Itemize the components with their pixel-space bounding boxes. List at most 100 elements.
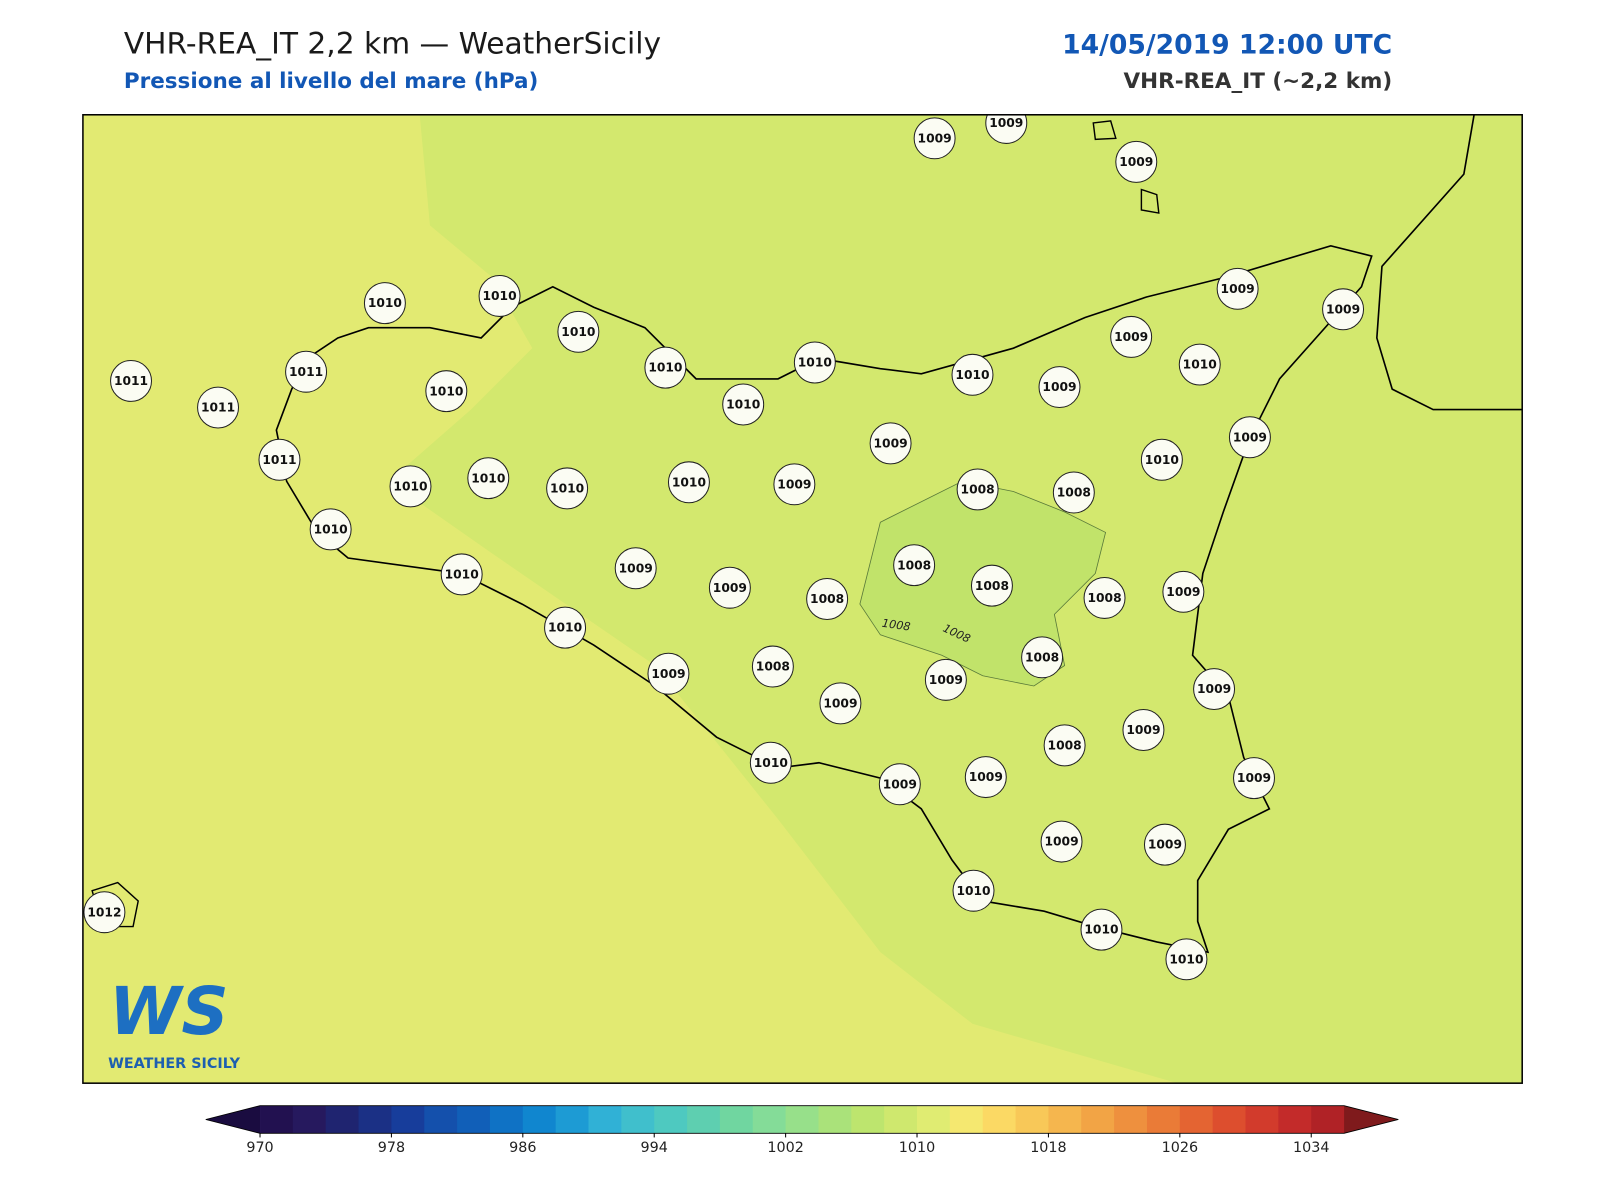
station-value: 1010 xyxy=(955,368,989,382)
station-circle xyxy=(258,438,301,481)
station-circle xyxy=(1043,724,1086,767)
station-value: 1008 xyxy=(810,592,844,606)
colorbar-segment xyxy=(1081,1105,1115,1134)
station: 1009 xyxy=(1216,267,1259,310)
station-value: 1008 xyxy=(897,558,931,572)
station-value: 1010 xyxy=(482,289,516,303)
station-circle xyxy=(951,353,994,396)
station: 1011 xyxy=(285,350,328,393)
colorbar-segment xyxy=(917,1105,951,1134)
colorbar-segment xyxy=(818,1105,852,1134)
station-value: 1010 xyxy=(1084,923,1118,937)
station-circle xyxy=(1178,343,1221,386)
station-circle xyxy=(1110,315,1153,358)
station-value: 1009 xyxy=(883,777,917,791)
station: 1008 xyxy=(806,577,849,620)
station: 1010 xyxy=(1178,343,1221,386)
station-circle xyxy=(546,467,589,510)
station-circle xyxy=(1021,636,1064,679)
station-value: 1011 xyxy=(262,453,296,467)
colorbar-segment xyxy=(1146,1105,1181,1134)
station-value: 1011 xyxy=(201,401,235,415)
station: 1010 xyxy=(951,353,994,396)
field-1010 xyxy=(82,114,1178,1084)
station-value: 1009 xyxy=(1166,585,1200,599)
station: 1009 xyxy=(1162,570,1205,613)
station-value: 1009 xyxy=(1233,430,1267,444)
station-value: 1009 xyxy=(989,116,1023,130)
station-circle xyxy=(1193,668,1236,711)
colorbar-segment xyxy=(1278,1105,1312,1134)
station: 1010 xyxy=(544,606,587,649)
station-circle xyxy=(544,606,587,649)
station: 1010 xyxy=(440,553,483,596)
colorbar-segment xyxy=(325,1105,360,1134)
station-circle xyxy=(363,282,406,325)
station-value: 1009 xyxy=(1042,380,1076,394)
station-circle xyxy=(614,547,657,590)
colorbar-tick-label: 1018 xyxy=(1030,1140,1066,1156)
model-label: VHR-REA_IT (~2,2 km) xyxy=(1124,69,1393,94)
station-value: 1009 xyxy=(929,673,963,687)
colorbar-segment xyxy=(588,1105,622,1134)
station-value: 1010 xyxy=(561,325,595,339)
station-value: 1009 xyxy=(1044,835,1078,849)
station: 1009 xyxy=(924,658,967,701)
station: 1010 xyxy=(425,370,468,413)
colorbar-segment xyxy=(522,1105,557,1134)
station-circle xyxy=(285,350,328,393)
station-circle xyxy=(1115,140,1158,183)
station: 1012 xyxy=(83,891,126,934)
station-value: 1010 xyxy=(1183,358,1217,372)
station-value: 1009 xyxy=(874,436,908,450)
station-circle xyxy=(197,386,240,429)
colorbar-segment xyxy=(1311,1105,1345,1134)
station-circle xyxy=(708,566,751,609)
station: 1011 xyxy=(110,359,153,402)
colorbar-tick-label: 1002 xyxy=(767,1140,803,1156)
colorbar-segment xyxy=(884,1105,918,1134)
station-circle xyxy=(667,461,710,504)
colorbar-extend-low xyxy=(205,1105,261,1134)
station-value: 1011 xyxy=(114,374,148,388)
station: 1009 xyxy=(819,682,862,725)
colorbar-segment xyxy=(489,1105,524,1134)
station-circle xyxy=(1052,471,1095,514)
title: VHR-REA_IT 2,2 km — WeatherSicily xyxy=(124,25,661,60)
station-value: 1010 xyxy=(1145,453,1179,467)
station: 1009 xyxy=(1110,315,1153,358)
station-circle xyxy=(1228,416,1271,459)
colorbar-segment xyxy=(555,1105,590,1134)
colorbar-segment xyxy=(949,1105,984,1134)
colorbar-segment xyxy=(785,1105,819,1134)
colorbar-tick-label: 970 xyxy=(246,1140,273,1156)
station-value: 1010 xyxy=(548,621,582,635)
colorbar-outline xyxy=(205,1105,1399,1134)
colorbar-tick-label: 986 xyxy=(509,1140,536,1156)
station: 1010 xyxy=(546,467,589,510)
station-value: 1010 xyxy=(393,479,427,493)
colorbar-segment xyxy=(982,1105,1017,1134)
colorbar-segment xyxy=(424,1105,458,1134)
station: 1010 xyxy=(1165,938,1208,981)
colorbar-segment xyxy=(752,1105,787,1134)
station: 1009 xyxy=(869,422,912,465)
station: 1009 xyxy=(1040,820,1083,863)
station-circle xyxy=(952,869,995,912)
station: 1010 xyxy=(467,457,510,500)
station: 1010 xyxy=(793,341,836,384)
station-circle xyxy=(749,741,792,784)
colorbar-tick-label: 994 xyxy=(641,1140,668,1156)
station-circle xyxy=(1233,757,1275,800)
station-circle xyxy=(647,652,690,695)
station-circle xyxy=(110,359,153,402)
station-circle xyxy=(793,341,836,384)
station-value: 1010 xyxy=(368,296,402,310)
station-circle xyxy=(309,508,352,551)
station: 1010 xyxy=(1080,908,1123,951)
station-value: 1012 xyxy=(87,905,121,919)
station: 1010 xyxy=(363,282,406,325)
station-circle xyxy=(970,564,1013,607)
station-value: 1009 xyxy=(1221,282,1255,296)
